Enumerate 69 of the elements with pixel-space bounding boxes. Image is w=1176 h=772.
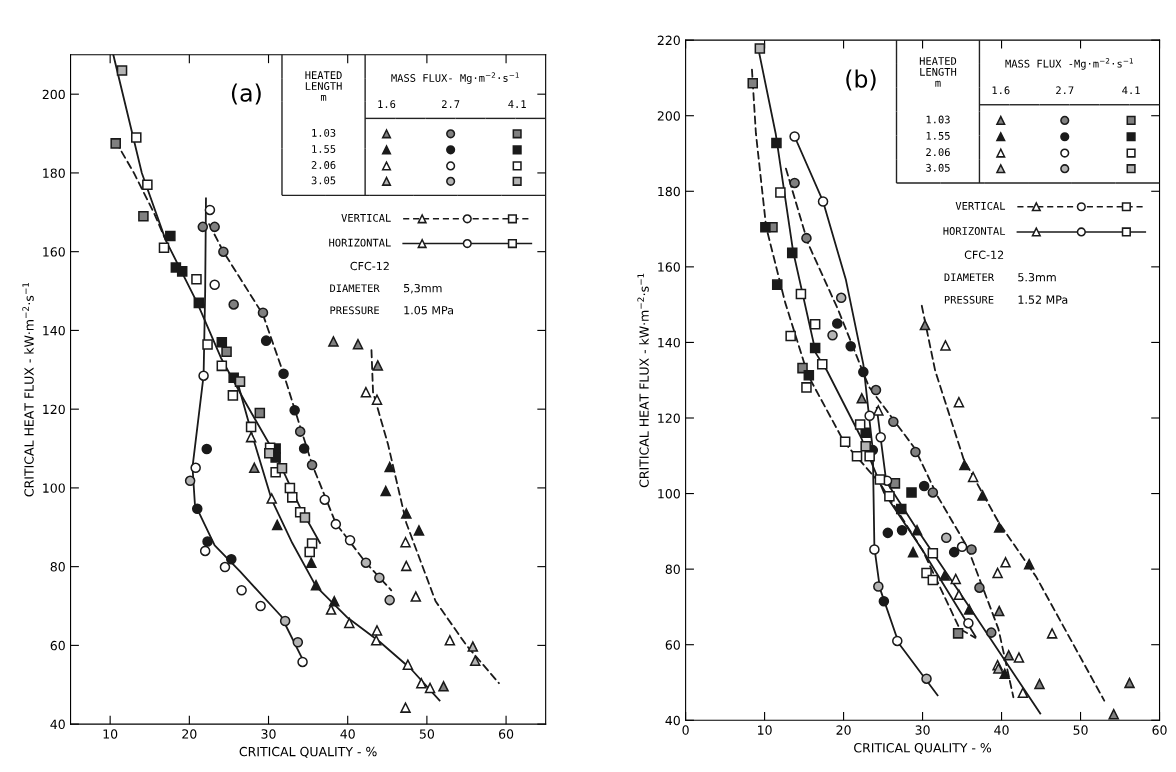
annotation: 1.55 [926, 132, 950, 140]
y-tick-label: 80 [665, 564, 680, 575]
x-tick-label: 60 [498, 729, 514, 739]
annotation: 2.7 [442, 100, 460, 108]
annotation: 2.06 [311, 161, 336, 169]
y-tick-label: 100 [658, 489, 680, 499]
annotation: VERTICAL [955, 201, 1006, 210]
annotation: MASS FLUX -Mg·m$^{−2}$·s$^{−1}$ [1005, 58, 1133, 70]
annotation: 5.3mm [1018, 273, 1056, 282]
y-tick-label: 220 [657, 35, 680, 46]
y-axis-title: CRITICAL HEAT FLUX - kW·m$^{−2}$·s$^{−1}$ [637, 273, 649, 488]
text: (b) [846, 69, 876, 91]
x-tick-label: 0 [682, 725, 689, 735]
x-tick-label: 30 [915, 725, 930, 735]
annotation: VERTICAL [341, 213, 391, 222]
annotation: HEATED LENGTH m [919, 57, 957, 87]
y-tick-label: 60 [50, 640, 65, 651]
y-tick-label: 60 [665, 640, 680, 650]
annotation: 3.05 [311, 176, 336, 185]
x-tick-label: 20 [836, 725, 851, 735]
y-tick-label: 40 [665, 715, 680, 726]
annotation: HORIZONTAL [943, 227, 1006, 235]
x-tick-label: 20 [182, 729, 197, 739]
y-tick-label: 180 [43, 168, 65, 178]
annotation: HORIZONTAL [329, 238, 391, 247]
y-tick-label: 140 [658, 337, 680, 348]
y-tick-label: 120 [43, 404, 65, 415]
annotation: 3.05 [926, 163, 950, 172]
x-tick-label: 10 [758, 725, 772, 735]
annotation: 2.7 [1056, 86, 1074, 95]
annotation: 1.03 [926, 115, 950, 124]
annotation: 4.1 [508, 100, 526, 108]
annotation: 1.05 MPa [404, 305, 453, 315]
annotation: DIAMETER [944, 273, 995, 282]
annotation: HEATED LENGTH m [305, 71, 342, 101]
annotation: CFC-12 [964, 250, 1004, 259]
y-tick-label: 200 [42, 89, 65, 100]
annotation: 4.1 [1122, 86, 1140, 95]
text: (a) [231, 83, 261, 105]
annotation: 1.03 [312, 128, 336, 137]
y-tick-label: 180 [658, 186, 680, 197]
x-tick-label: 10 [103, 729, 118, 739]
x-tick-label: 50 [419, 729, 435, 739]
annotation: 5,3mm [403, 283, 442, 294]
annotation: 1.55 [312, 145, 336, 153]
annotation: MASS FLUX- Mg·m$^{−2}$·s$^{−1}$ [391, 72, 519, 84]
x-tick-label: 50 [1073, 725, 1088, 735]
x-tick-label: 40 [340, 729, 355, 739]
annotation: DIAMETER [330, 284, 380, 292]
y-tick-label: 160 [658, 262, 680, 272]
y-tick-label: 160 [43, 247, 65, 257]
annotation: PRESSURE [330, 306, 379, 315]
y-tick-label: 80 [50, 562, 65, 572]
annotation: 1.52 MPa [1018, 295, 1068, 304]
y-tick-label: 120 [658, 413, 680, 423]
x-axis-title: CRITICAL QUALITY - % [239, 746, 377, 758]
x-axis-title: CRITICAL QUALITY - % [854, 743, 992, 754]
annotation: 1.6 [378, 100, 396, 109]
annotation: PRESSURE [944, 295, 994, 304]
y-tick-label: 200 [657, 111, 680, 121]
x-tick-label: 40 [994, 725, 1009, 735]
annotation: CFC-12 [350, 261, 389, 271]
y-axis-title: CRITICAL HEAT FLUX - kW·m$^{−2}$·s$^{−1}$ [22, 282, 34, 497]
y-tick-label: 100 [43, 483, 65, 493]
y-tick-label: 140 [43, 325, 65, 336]
x-tick-label: 60 [1152, 725, 1167, 735]
x-tick-label: 30 [261, 729, 276, 739]
annotation: 1.6 [992, 86, 1010, 95]
annotation: 2.06 [926, 148, 950, 157]
